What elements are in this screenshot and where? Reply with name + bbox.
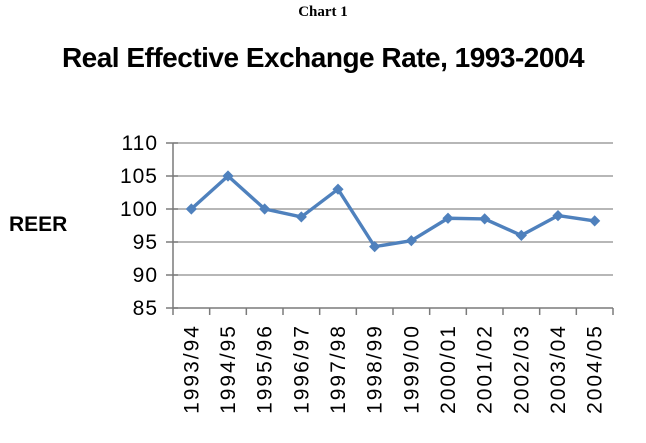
data-line [189, 174, 597, 249]
data-point [369, 241, 381, 253]
data-point [442, 212, 454, 224]
x-tick-label: 1994/95 [217, 324, 240, 414]
x-tick-label: 1993/94 [180, 324, 203, 414]
data-point [259, 203, 271, 215]
x-tick-label: 1997/98 [327, 324, 350, 414]
data-point [185, 203, 197, 215]
gridlines [173, 142, 613, 276]
x-tick-label: 2000/01 [437, 324, 460, 414]
x-tick-label: 1996/97 [290, 324, 313, 414]
y-tick-label: 90 [133, 264, 158, 287]
y-tick-label: 95 [133, 231, 158, 254]
axes [166, 142, 614, 315]
chart-title: Real Effective Exchange Rate, 1993-2004 [61, 42, 585, 73]
data-point [515, 229, 527, 241]
data-point [222, 170, 234, 182]
y-tick-label: 105 [120, 165, 158, 188]
y-tick-label: 110 [122, 132, 158, 155]
x-tick-label: 2004/05 [584, 324, 607, 414]
data-point [332, 183, 344, 195]
x-tick-label: 1999/00 [400, 324, 423, 414]
data-point [589, 215, 601, 227]
figure-caption: Chart 1 [298, 4, 348, 20]
y-axis-title: REER [9, 213, 68, 236]
x-tick-label: 1995/96 [254, 324, 277, 414]
x-tick-label: 2002/03 [510, 324, 533, 414]
data-point [295, 211, 307, 223]
data-point [479, 213, 491, 225]
x-tick-label: 2001/02 [474, 324, 497, 414]
x-tick-label: 1998/99 [364, 324, 387, 414]
y-tick-label: 85 [133, 297, 158, 320]
x-tick-label: 2003/04 [547, 324, 570, 414]
y-tick-label: 100 [120, 198, 158, 221]
data-point [405, 235, 417, 247]
data-point [552, 210, 564, 222]
